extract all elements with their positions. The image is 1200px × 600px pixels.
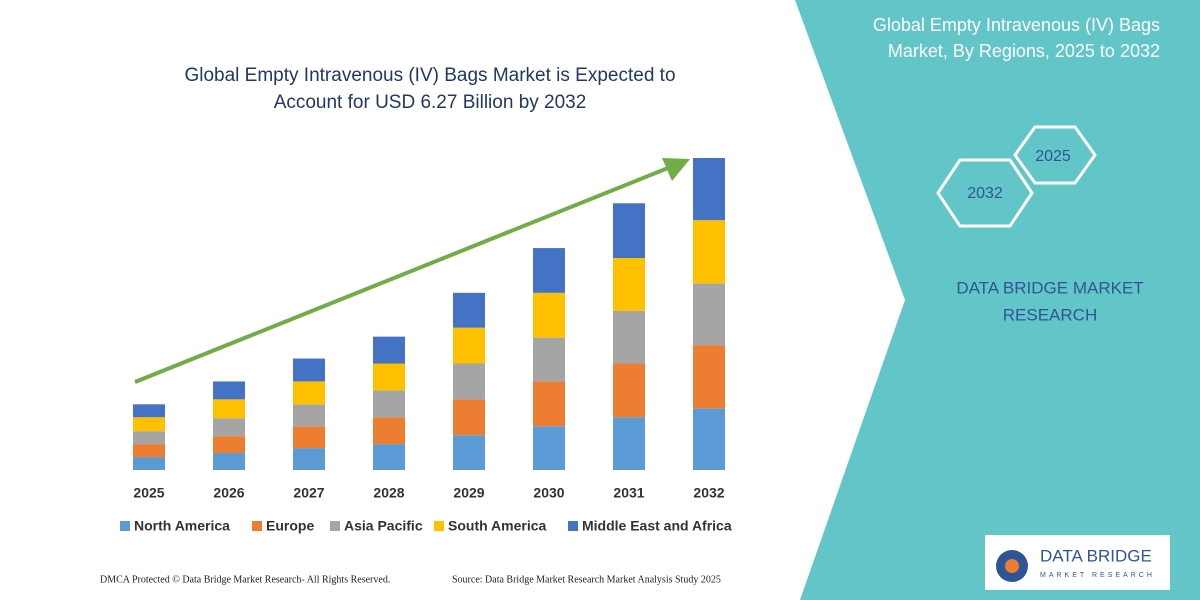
- bar-segment: [613, 417, 645, 470]
- trend-arrow: [134, 166, 669, 384]
- bar-segment: [373, 444, 405, 470]
- bar-segment: [613, 203, 645, 259]
- chart-subtitle: Account for USD 6.27 Billion by 2032: [274, 92, 587, 113]
- x-tick-label: 2032: [693, 485, 724, 501]
- bar-segment: [293, 381, 325, 405]
- bar-segment: [613, 258, 645, 311]
- bar-segment: [373, 390, 405, 418]
- hex-label: 2025: [1035, 148, 1071, 165]
- logo-icon: [1005, 559, 1019, 573]
- arrow-head: [662, 158, 690, 181]
- bar-segment: [133, 431, 165, 445]
- bar-segment: [293, 448, 325, 470]
- bar-segment: [133, 444, 165, 458]
- legend-label: South America: [448, 518, 546, 534]
- logo-tagline: MARKET RESEARCH: [1040, 572, 1155, 579]
- bar-segment: [133, 404, 165, 418]
- bar-segment: [453, 435, 485, 470]
- legend-swatch: [434, 521, 444, 531]
- bar-segment: [293, 426, 325, 449]
- bar-segment: [693, 345, 725, 409]
- bar-segment: [453, 363, 485, 400]
- bar-segment: [373, 363, 405, 391]
- legend-swatch: [252, 521, 262, 531]
- bar-segment: [693, 408, 725, 470]
- hex-label: 2032: [967, 185, 1003, 202]
- legend-label: Europe: [266, 518, 314, 534]
- bar-segment: [693, 283, 725, 346]
- bar-segment: [613, 310, 645, 364]
- x-tick-label: 2029: [453, 485, 484, 501]
- bar-segment: [133, 457, 165, 470]
- bar-segment: [693, 220, 725, 284]
- bar-segment: [453, 399, 485, 436]
- bar-segment: [453, 292, 485, 328]
- x-tick-label: 2027: [293, 485, 324, 501]
- bar-segment: [133, 417, 165, 432]
- bar-segment: [213, 453, 245, 470]
- panel-title: Market, By Regions, 2025 to 2032: [888, 41, 1160, 61]
- brand-text: DATA BRIDGE MARKET: [956, 278, 1143, 297]
- side-panel: [795, 0, 1200, 600]
- legend-label: North America: [134, 518, 230, 534]
- copyright: DMCA Protected © Data Bridge Market Rese…: [100, 574, 390, 585]
- brand-text: RESEARCH: [1003, 305, 1097, 324]
- legend-swatch: [120, 521, 130, 531]
- x-tick-label: 2026: [213, 485, 244, 501]
- bar-segment: [293, 358, 325, 382]
- x-tick-label: 2031: [613, 485, 644, 501]
- bar-segment: [373, 336, 405, 364]
- bar-segment: [213, 436, 245, 454]
- x-tick-label: 2030: [533, 485, 564, 501]
- legend-label: Asia Pacific: [344, 518, 423, 534]
- bar-segment: [693, 158, 725, 221]
- bar-segment: [533, 426, 565, 470]
- bar-segment: [213, 381, 245, 400]
- bar-segment: [533, 381, 565, 427]
- panel-title: Global Empty Intravenous (IV) Bags: [873, 15, 1160, 35]
- logo-name: DATA BRIDGE: [1040, 546, 1152, 565]
- legend-swatch: [568, 521, 578, 531]
- legend-swatch: [330, 521, 340, 531]
- bar-segment: [293, 404, 325, 427]
- bar-segment: [453, 327, 485, 364]
- hexagon: [936, 158, 1034, 228]
- bar-segment: [213, 399, 245, 419]
- bar-segment: [213, 418, 245, 437]
- x-tick-label: 2028: [373, 485, 404, 501]
- legend-label: Middle East and Africa: [582, 518, 732, 534]
- hexagon: [1013, 125, 1097, 185]
- bar-segment: [533, 292, 565, 338]
- chart-title: Global Empty Intravenous (IV) Bags Marke…: [184, 65, 675, 86]
- bar-segment: [533, 248, 565, 293]
- x-tick-label: 2025: [133, 485, 164, 501]
- bar-segment: [533, 337, 565, 382]
- bar-segment: [613, 363, 645, 418]
- bar-segment: [373, 417, 405, 445]
- source: Source: Data Bridge Market Research Mark…: [452, 574, 721, 585]
